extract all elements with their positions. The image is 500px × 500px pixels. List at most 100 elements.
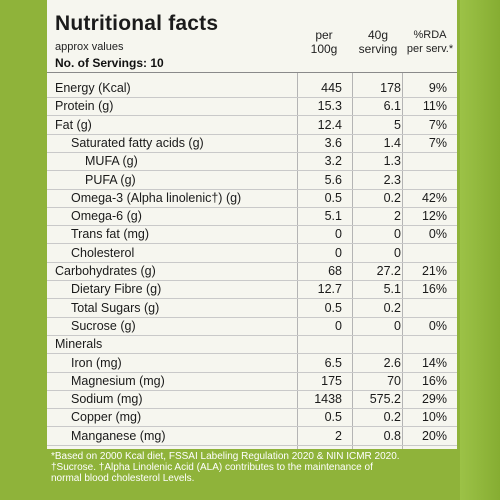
table-row: Dietary Fibre (g) 12.7 5.1 16% — [47, 280, 457, 300]
footnote: *Based on 2000 Kcal diet, FSSAI Labeling… — [51, 451, 471, 484]
footnote-line: *Based on 2000 Kcal diet, FSSAI Labeling… — [51, 451, 400, 462]
column-divider — [297, 73, 298, 449]
per-100g-value: 15.3 — [317, 99, 342, 114]
rda-value: 12% — [421, 209, 447, 224]
table-row: Omega-6 (g) 5.1 2 12% — [47, 207, 457, 227]
nutrient-label: Energy (Kcal) — [55, 81, 131, 95]
rda-value: 42% — [421, 190, 447, 205]
column-divider — [352, 73, 353, 449]
nutrient-label: Trans fat (mg) — [71, 227, 150, 242]
rda-value: 9% — [428, 81, 447, 95]
nutrient-label: Fat (g) — [55, 117, 92, 132]
nutrient-label: Iron (mg) — [71, 355, 122, 370]
footnote-line: normal blood cholesterol Levels. — [51, 473, 195, 484]
rda-value: 7% — [428, 135, 447, 150]
nutrient-label: MUFA (g) — [85, 154, 138, 169]
per-100g-value: 6.5 — [324, 355, 342, 370]
column-header-line: %RDA — [413, 29, 447, 41]
per-100g-value: 12.4 — [317, 117, 342, 132]
table-row: Sodium (mg) 1438 575.2 29% — [47, 390, 457, 410]
table-row: Omega-3 (Alpha linolenic†) (g) 0.5 0.2 42% — [47, 189, 457, 208]
serving-value: 6.1 — [383, 99, 401, 114]
nutrient-label: Dietary Fibre (g) — [71, 282, 162, 297]
header-divider — [47, 72, 457, 73]
table-row: Energy (Kcal) 445 178 9% — [47, 79, 457, 98]
per-100g-value: 12.7 — [317, 282, 342, 297]
table-row: Manganese (mg) 2 0.8 20% — [47, 427, 457, 446]
column-header-line: serving — [358, 42, 398, 56]
per-100g-value: 0.5 — [324, 410, 342, 425]
per-100g-value: 175 — [321, 373, 342, 388]
table-row: Fat (g) 12.4 5 7% — [47, 116, 457, 135]
per-100g-value: 0 — [335, 245, 342, 260]
serving-value: 0.2 — [383, 300, 401, 315]
rda-value: 10% — [421, 410, 447, 425]
serving-value: 1.4 — [383, 135, 401, 150]
per-100g-value: 3.6 — [324, 135, 342, 150]
column-header-line: per — [315, 28, 333, 42]
rda-value: 14% — [421, 355, 447, 370]
rda-value: 16% — [421, 282, 447, 297]
table-row: Carbohydrates (g) 68 27.2 21% — [47, 262, 457, 281]
nutrient-label: Manganese (mg) — [71, 428, 166, 443]
nutrient-label: Omega-6 (g) — [71, 209, 142, 224]
nutrient-label: Cholesterol — [71, 245, 135, 260]
table-row: Iron (mg) 6.5 2.6 14% — [47, 354, 457, 373]
rda-value: 0% — [428, 318, 447, 333]
rda-value: 11% — [422, 99, 447, 114]
rda-value: 7% — [428, 117, 447, 132]
serving-value: 178 — [380, 81, 401, 95]
column-header-rda: %RDA per serv.* — [403, 28, 457, 56]
serving-value: 575.2 — [369, 392, 401, 407]
nutrient-label: Sucrose (g) — [71, 318, 136, 333]
per-100g-value: 0 — [335, 318, 342, 333]
rda-value: 29% — [421, 392, 447, 407]
table-row: Minerals — [47, 335, 457, 355]
rda-value: 21% — [421, 264, 447, 278]
nutrient-label: Total Sugars (g) — [71, 300, 160, 315]
serving-value: 0 — [394, 227, 401, 242]
table-row: Protein (g) 15.3 6.1 11% — [47, 97, 457, 117]
column-header-line: per serv.* — [406, 43, 454, 55]
serving-value: 2.6 — [383, 355, 401, 370]
serving-value: 5 — [394, 117, 401, 132]
table-row: Copper (mg) 0.5 0.2 10% — [47, 408, 457, 428]
serving-value: 2.3 — [383, 172, 401, 187]
table-row: Saturated fatty acids (g) 3.6 1.4 7% — [47, 134, 457, 153]
nutrient-label: Carbohydrates (g) — [55, 264, 156, 278]
table-row: Total Sugars (g) 0.5 0.2 — [47, 299, 457, 318]
table-row: Cholesterol 0 0 — [47, 244, 457, 263]
per-100g-value: 1438 — [314, 392, 342, 407]
rda-value: 20% — [421, 428, 447, 443]
per-100g-value: 3.2 — [324, 154, 342, 169]
table-row: Trans fat (mg) 0 0 0% — [47, 225, 457, 245]
column-header-line: 40g — [367, 28, 389, 42]
column-divider — [402, 73, 403, 449]
per-100g-value: 0.5 — [324, 300, 342, 315]
per-100g-value: 2 — [335, 428, 342, 443]
nutrient-label: PUFA (g) — [85, 172, 136, 187]
nutrient-label: Copper (mg) — [71, 410, 142, 425]
page-title: Nutritional facts — [55, 12, 219, 35]
nutrient-label: Minerals — [55, 337, 103, 352]
per-100g-value: 68 — [328, 264, 342, 278]
servings-count: No. of Servings: 10 — [55, 56, 164, 70]
serving-value: 0.2 — [383, 410, 401, 425]
nutrient-label: Protein (g) — [55, 99, 114, 114]
serving-value: 0 — [394, 245, 401, 260]
per-100g-value: 445 — [321, 81, 342, 95]
approx-values-note: approx values — [55, 41, 124, 53]
footnote-line: †Sucrose. †Alpha Linolenic Acid (ALA) co… — [51, 462, 373, 473]
table-row: MUFA (g) 3.2 1.3 — [47, 152, 457, 172]
background-stripe — [460, 0, 500, 500]
serving-value: 0 — [394, 318, 401, 333]
table-row: Magnesium (mg) 175 70 16% — [47, 372, 457, 391]
table-row: PUFA (g) 5.6 2.3 — [47, 171, 457, 190]
serving-value: 5.1 — [383, 282, 401, 297]
nutrition-panel: Nutritional facts approx values No. of S… — [47, 0, 457, 449]
rda-value: 0% — [428, 227, 447, 242]
serving-value: 2 — [394, 209, 401, 224]
serving-value: 1.3 — [383, 154, 401, 169]
per-100g-value: 0 — [335, 227, 342, 242]
nutrient-label: Sodium (mg) — [71, 392, 143, 407]
